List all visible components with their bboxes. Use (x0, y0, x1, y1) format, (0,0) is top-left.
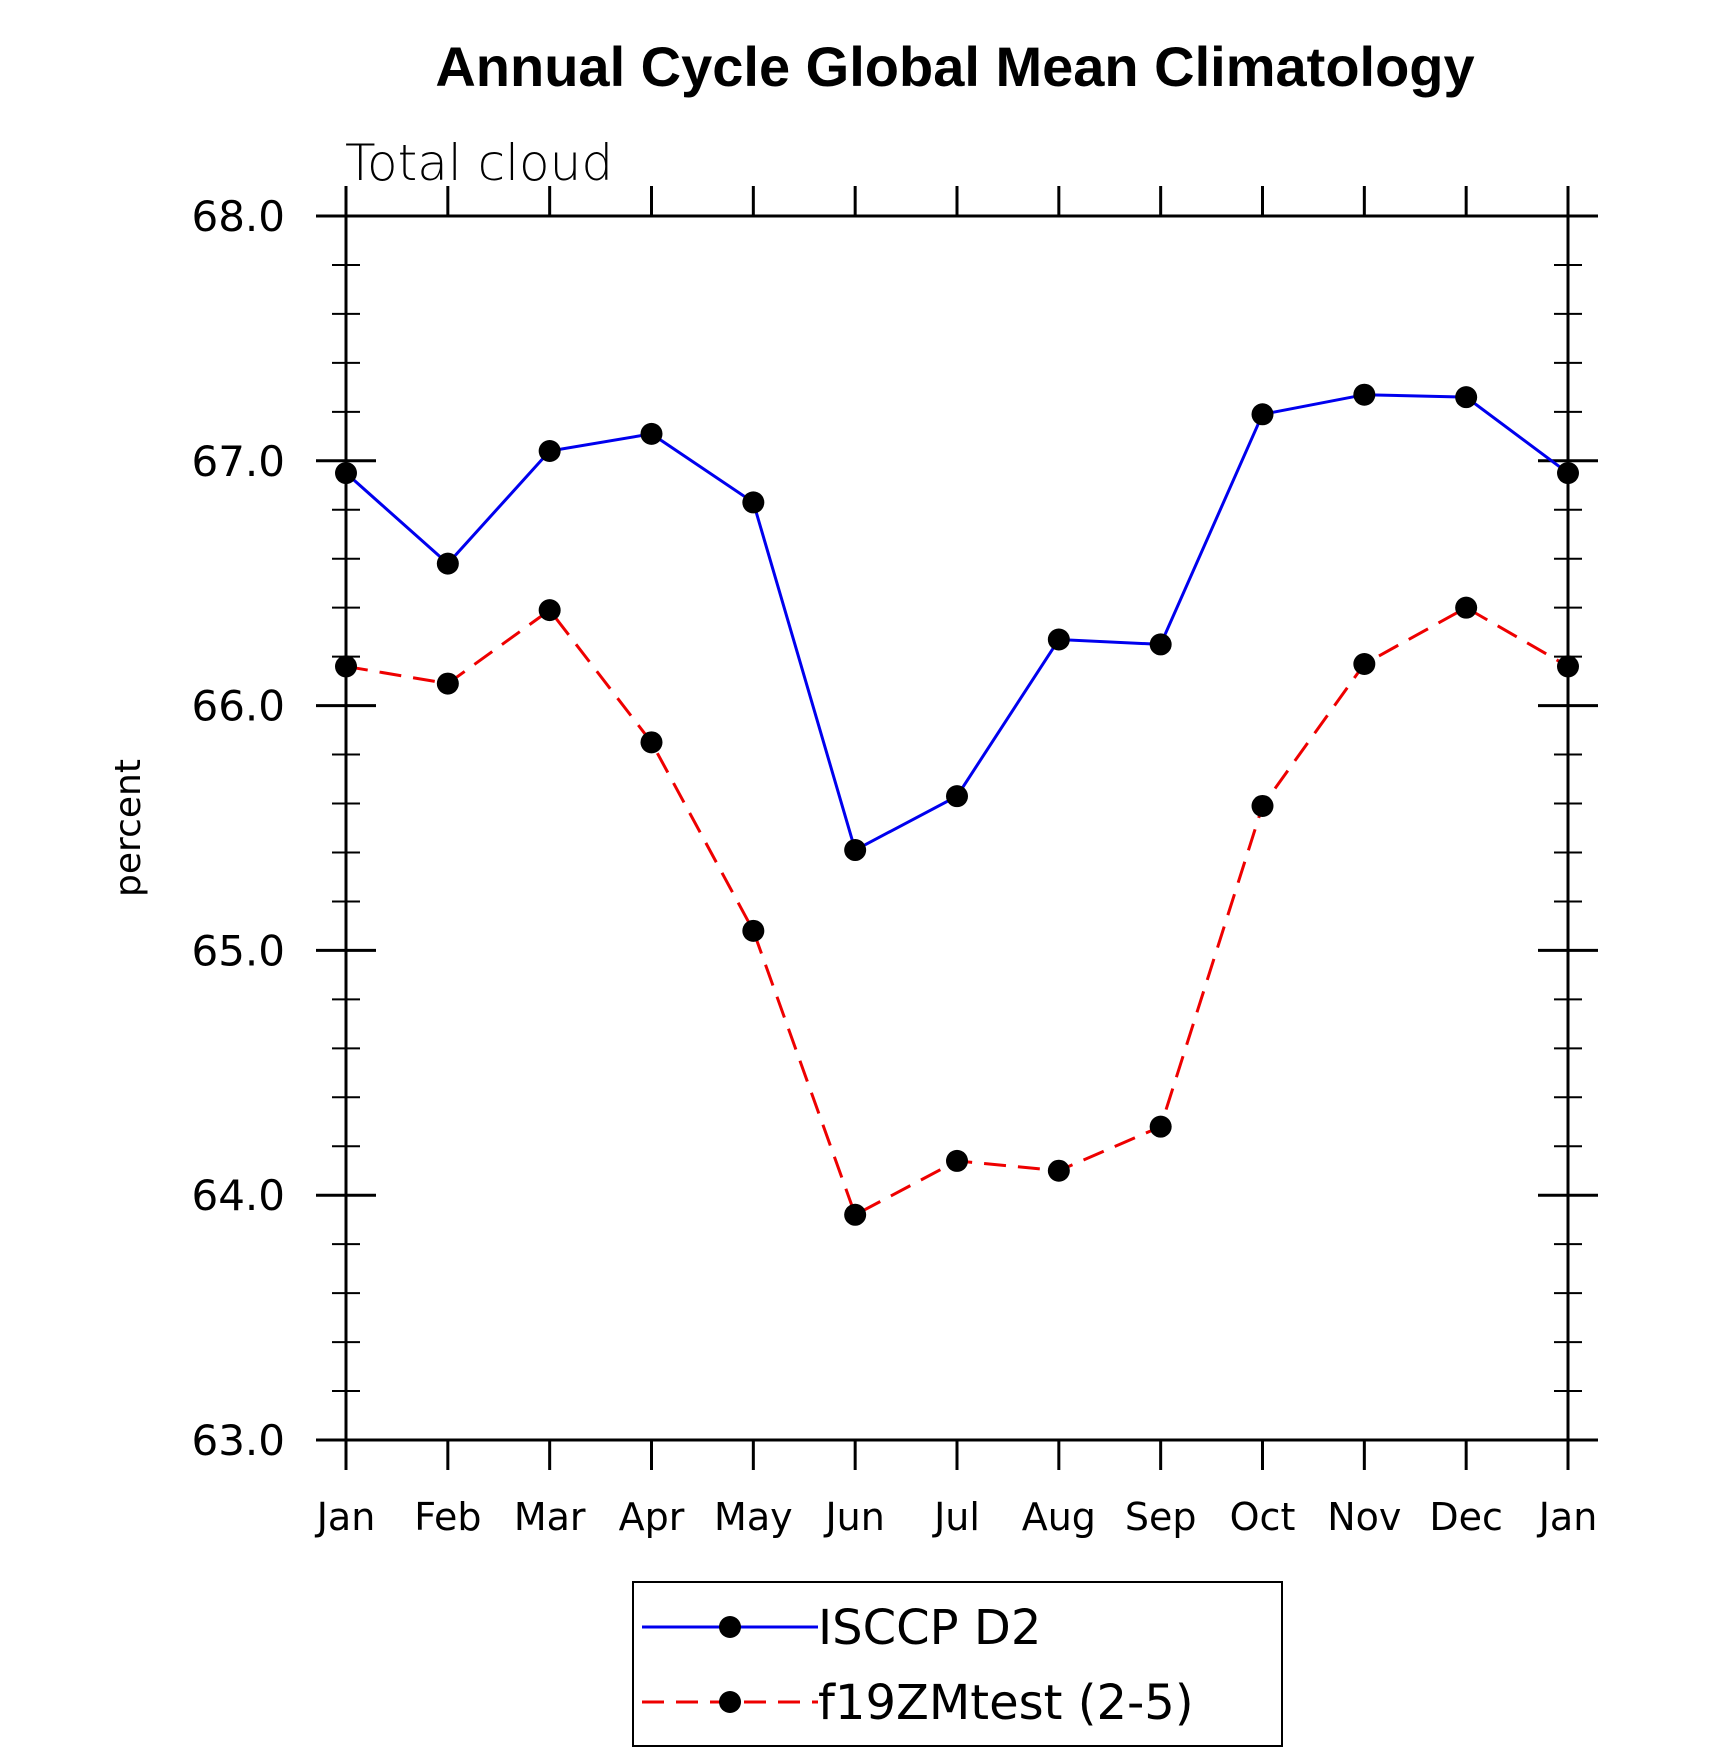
series-1-point (1455, 596, 1478, 619)
x-tick-label: Jul (932, 1495, 980, 1539)
x-tick-label: Apr (619, 1495, 685, 1539)
x-tick-label: Oct (1230, 1495, 1296, 1539)
x-tick-label: Feb (414, 1495, 481, 1539)
legend-marker-f19zmtest (719, 1691, 741, 1713)
y-axis-label: percent (108, 759, 149, 897)
y-tick-label: 66.0 (191, 682, 285, 731)
x-tick-label: Nov (1327, 1495, 1401, 1539)
x-tick-label: Jan (315, 1495, 376, 1539)
series-line-0 (345, 393, 1569, 853)
y-tick-label: 67.0 (191, 437, 285, 486)
series-1-point (1557, 655, 1579, 678)
series-1-point (1251, 794, 1274, 817)
chart-subtitle: Total cloud (345, 134, 613, 192)
legend-marker-isccp (719, 1616, 741, 1638)
legend-label-isccp: ISCCP D2 (818, 1600, 1041, 1656)
x-tick-label: May (714, 1495, 793, 1539)
y-tick-label: 68.0 (191, 192, 285, 241)
y-tick-label: 64.0 (191, 1171, 285, 1220)
x-tick-label: Jan (1537, 1495, 1598, 1539)
series-1-point (335, 655, 357, 678)
legend-label-f19zmtest: f19ZMtest (2-5) (818, 1675, 1194, 1731)
data-series (335, 383, 1579, 1226)
series-1-point (538, 599, 561, 622)
series-0-point (1353, 383, 1376, 406)
x-tick-label: Dec (1429, 1495, 1503, 1539)
y-tick-label: 63.0 (191, 1416, 285, 1465)
series-0-point (538, 440, 561, 463)
x-tick-label: Jun (823, 1495, 884, 1539)
plot-frame (344, 214, 1570, 1442)
series-1-point (1149, 1115, 1172, 1138)
series-0-point (1455, 386, 1478, 409)
series-1-point (742, 919, 765, 942)
legend: ISCCP D2 f19ZMtest (2-5) (632, 1581, 1283, 1747)
x-tick-label: Sep (1125, 1495, 1197, 1539)
x-tick-label: Aug (1022, 1495, 1096, 1539)
series-0-point (640, 422, 663, 445)
series-0-point (844, 839, 867, 862)
legend-box (632, 1581, 1283, 1747)
x-tick-label: Mar (514, 1495, 586, 1539)
series-0-point (1251, 403, 1274, 426)
series-0-point (335, 462, 357, 485)
y-tick-label: 65.0 (191, 926, 285, 975)
series-1-point (1047, 1159, 1070, 1182)
series-1-point (1353, 652, 1376, 675)
series-1-point (436, 672, 459, 695)
axis-ticks: Jan Feb Mar Apr May Jun Jul Aug Sep Oct Nov Dec Jan 6… (191, 186, 1598, 1539)
series-line-1 (345, 605, 1569, 1217)
series-1-point (640, 731, 663, 754)
series-0-point (436, 552, 459, 575)
series-0-point (742, 491, 765, 514)
series-1-point (844, 1203, 867, 1226)
series-1-point (946, 1149, 968, 1172)
series-0-point (1047, 628, 1070, 651)
series-0-point (1557, 462, 1579, 485)
series-0-point (1149, 633, 1172, 656)
chart-title: Annual Cycle Global Mean Climatology (435, 35, 1474, 98)
series-0-point (946, 785, 968, 808)
